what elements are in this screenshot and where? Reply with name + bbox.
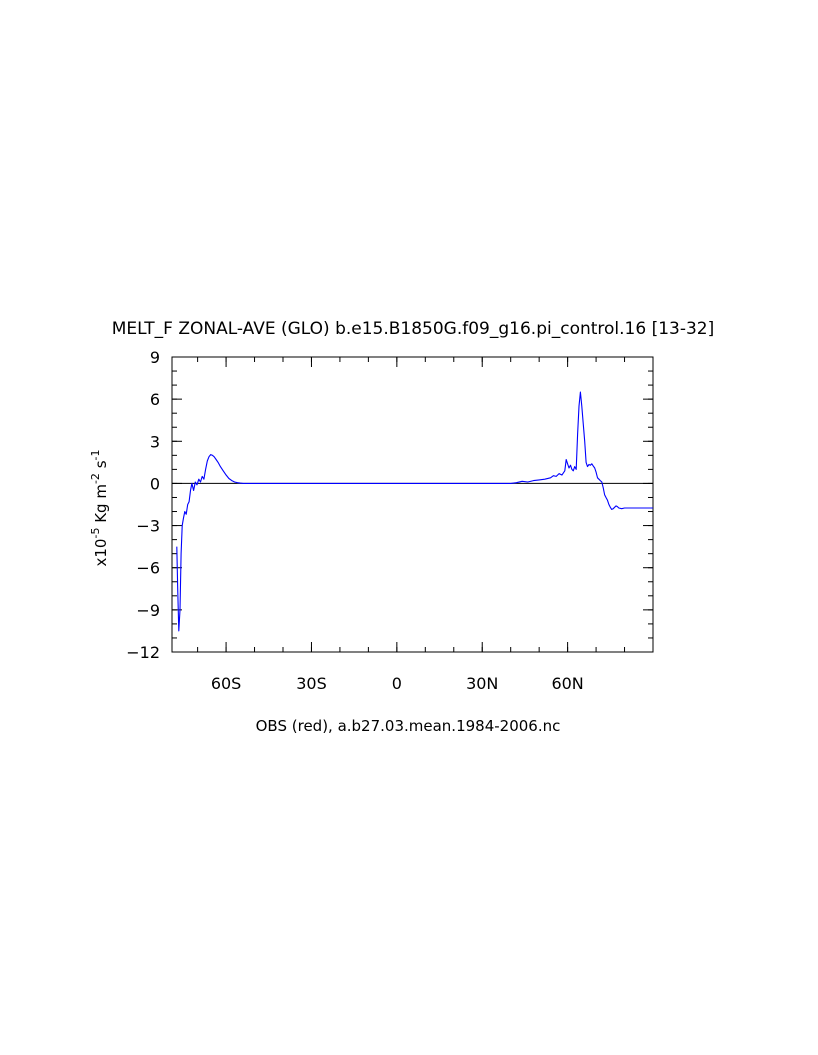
y-tick-label: −6 xyxy=(136,559,160,578)
y-tick-label: 9 xyxy=(150,348,160,367)
series-line xyxy=(176,391,653,632)
x-tick-labels: 60S 30S 0 30N 60N xyxy=(211,674,584,693)
y-axis-label: x10-5 Kg m-2 s-1 xyxy=(89,450,110,567)
series-group xyxy=(176,391,653,632)
x-tick-label: 0 xyxy=(392,674,402,693)
y-tick-label: 0 xyxy=(150,474,160,493)
x-tick-label: 30S xyxy=(296,674,327,693)
y-axis-label-unit2: s xyxy=(92,460,110,473)
y-axis-label-unit1: Kg m xyxy=(92,484,110,528)
major-ticks xyxy=(172,356,653,653)
x-tick-label: 30N xyxy=(466,674,498,693)
chart-title: MELT_F ZONAL-AVE (GLO) b.e15.B1850G.f09_… xyxy=(112,319,715,339)
y-axis-label-exp3: -1 xyxy=(89,450,102,461)
y-axis-label-exp: -5 xyxy=(89,528,102,539)
y-axis-label-exp2: -2 xyxy=(89,473,102,484)
x-tick-label: 60N xyxy=(551,674,583,693)
y-tick-labels: 9 6 3 0 −3 −6 −9 −12 xyxy=(126,348,160,662)
plot-border xyxy=(171,356,654,653)
x-tick-label: 60S xyxy=(211,674,242,693)
y-tick-label: −12 xyxy=(126,643,160,662)
x-axis-label: OBS (red), a.b27.03.mean.1984-2006.nc xyxy=(256,717,561,735)
y-axis-label-main: x10 xyxy=(92,539,110,567)
y-tick-label: 3 xyxy=(150,432,160,451)
y-tick-label: −9 xyxy=(136,601,160,620)
y-tick-label: −3 xyxy=(136,517,160,536)
y-tick-label: 6 xyxy=(150,390,160,409)
plot-frame xyxy=(171,356,654,653)
